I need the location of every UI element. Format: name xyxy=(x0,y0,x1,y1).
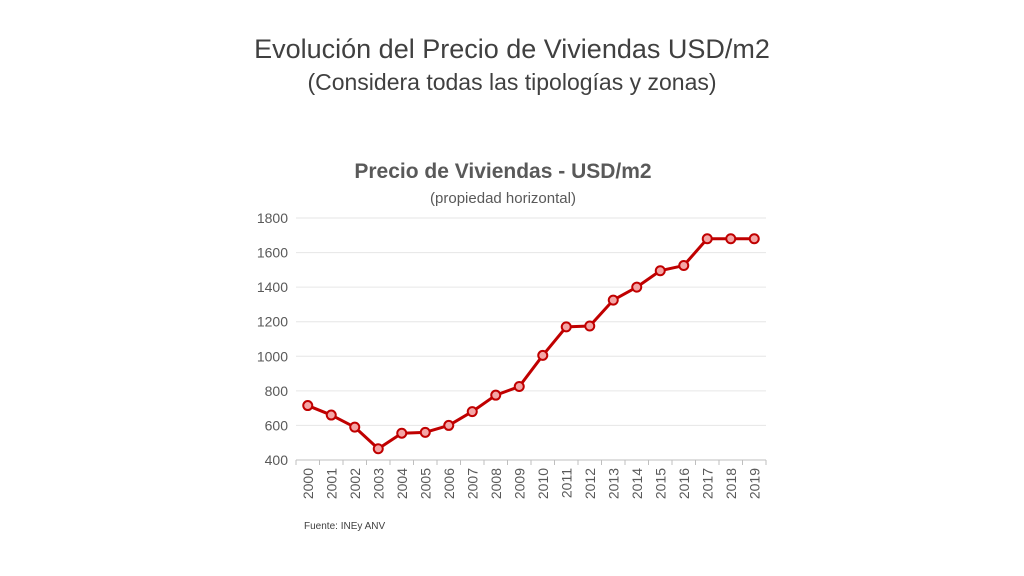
gridlines xyxy=(295,217,767,465)
x-tick-label: 2000 xyxy=(300,468,316,499)
data-point xyxy=(701,233,713,245)
x-tick-label: 2014 xyxy=(629,468,645,499)
source-note: Fuente: INEy ANV xyxy=(304,521,385,532)
x-tick-label: 2018 xyxy=(723,468,739,499)
data-point xyxy=(325,409,337,421)
y-tick-label: 800 xyxy=(265,383,289,399)
data-point xyxy=(490,389,502,401)
data-point xyxy=(607,294,619,306)
data-point xyxy=(748,233,760,245)
y-tick-label: 600 xyxy=(265,417,289,433)
data-point xyxy=(537,349,549,361)
x-tick-label: 2002 xyxy=(347,468,363,499)
data-point xyxy=(584,320,596,332)
x-tick-label: 2015 xyxy=(652,468,668,499)
data-point xyxy=(654,265,666,277)
x-tick-label: 2017 xyxy=(699,468,715,499)
x-tick-label: 2011 xyxy=(558,468,574,498)
series-line xyxy=(307,237,755,451)
data-point xyxy=(302,400,314,412)
data-point xyxy=(560,321,572,333)
x-axis-ticks: 2000 2001 2002 2003 2004 2005 2006 2007 2008 2009… xyxy=(300,468,763,499)
x-tick-label: 2010 xyxy=(535,468,551,499)
slide-subtitle: (Considera todas las tipologías y zonas) xyxy=(307,69,717,95)
x-tick-label: 2019 xyxy=(746,468,762,499)
x-tick-label: 2006 xyxy=(441,468,457,499)
x-tick-label: 2004 xyxy=(394,468,410,499)
data-point xyxy=(513,381,525,393)
x-tick-label: 2008 xyxy=(488,468,504,499)
data-point xyxy=(631,281,643,293)
chart-subtitle: (propiedad horizontal) xyxy=(430,190,576,207)
data-point xyxy=(678,260,690,272)
data-point xyxy=(372,443,384,455)
x-tick-label: 2013 xyxy=(605,468,621,499)
y-tick-label: 1400 xyxy=(257,279,288,295)
chart-title: Precio de Viviendas - USD/m2 xyxy=(354,160,651,183)
x-tick-label: 2009 xyxy=(511,468,527,499)
x-tick-label: 2005 xyxy=(417,468,433,499)
price-line-chart: Precio de Viviendas - USD/m2 (propiedad … xyxy=(257,160,767,532)
data-point xyxy=(419,426,431,438)
y-tick-label: 400 xyxy=(265,452,289,468)
y-tick-label: 1200 xyxy=(257,314,288,330)
y-tick-label: 1800 xyxy=(257,210,288,226)
x-tick-label: 2003 xyxy=(370,468,386,499)
series-group xyxy=(302,233,760,455)
x-tick-label: 2016 xyxy=(676,468,692,499)
y-tick-label: 1000 xyxy=(257,348,288,364)
data-point xyxy=(443,419,455,431)
data-point xyxy=(725,233,737,245)
x-tick-label: 2007 xyxy=(464,468,480,499)
data-point xyxy=(349,421,361,433)
data-point xyxy=(466,406,478,418)
x-tick-label: 2001 xyxy=(323,468,339,499)
x-tick-label: 2012 xyxy=(582,468,598,499)
data-point xyxy=(396,427,408,439)
y-axis-ticks: 400 600 800 1000 1200 1400 1600 1800 xyxy=(257,210,288,468)
y-tick-label: 1600 xyxy=(257,245,288,261)
slide-title: Evolución del Precio de Viviendas USD/m2 xyxy=(254,34,770,64)
